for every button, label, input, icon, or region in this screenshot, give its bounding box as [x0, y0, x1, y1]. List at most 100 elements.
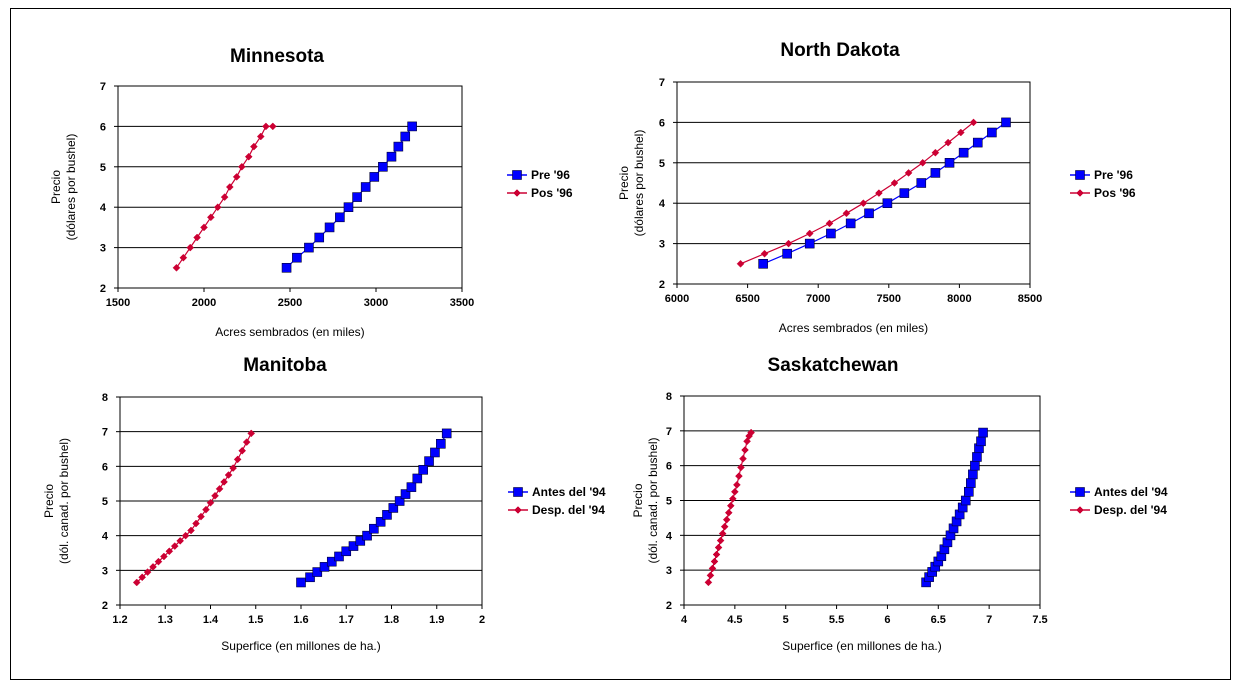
y-tick-label: 7: [659, 77, 665, 89]
chart-panel-1: North Dakota 2 3 4 5 6 7 6000 6500 7000 7500 8000 85…: [617, 40, 1136, 335]
plot-area: [676, 81, 1031, 285]
data-point: [149, 563, 157, 571]
data-point: [859, 199, 868, 208]
legend-marker: [1075, 487, 1085, 497]
data-point: [360, 182, 371, 192]
data-point: [281, 262, 292, 273]
data-point: [393, 141, 404, 152]
data-point: [782, 248, 792, 259]
data-point: [224, 471, 233, 479]
y-tick-label: 3: [659, 239, 665, 251]
data-point: [944, 138, 952, 147]
data-point: [430, 447, 440, 458]
data-point: [726, 501, 735, 510]
data-point: [192, 519, 200, 528]
x-tick-label: 5: [783, 614, 789, 626]
data-point: [181, 531, 190, 540]
data-point: [213, 203, 222, 212]
y-axis-label: (dól. canad. por bushel): [646, 437, 660, 563]
data-point: [211, 491, 219, 500]
x-tick-label: 6500: [735, 293, 759, 305]
legend-marker: [512, 170, 522, 180]
y-tick-label: 5: [659, 158, 665, 170]
data-point: [143, 568, 152, 576]
y-tick-label: 5: [100, 162, 106, 174]
y-axis-label: Precio: [42, 484, 56, 518]
data-point: [352, 192, 362, 202]
data-point: [369, 172, 380, 182]
x-tick-label: 1.8: [384, 614, 399, 626]
y-tick-label: 2: [666, 600, 672, 612]
series-line: [740, 121, 974, 265]
data-point: [716, 536, 725, 545]
data-point: [362, 530, 372, 541]
data-point: [968, 469, 978, 480]
data-point: [407, 121, 417, 132]
figure-frame: [10, 8, 1231, 680]
legend-label: Pre '96: [1094, 168, 1133, 182]
data-point: [138, 573, 147, 582]
y-axis-label: (dólares por bushel): [64, 134, 78, 241]
data-point: [956, 128, 965, 137]
x-axis-label: Acres sembrados (en miles): [779, 321, 928, 335]
y-tick-label: 6: [102, 461, 108, 473]
x-tick-label: 8500: [1018, 293, 1042, 305]
data-point: [1001, 117, 1011, 128]
data-point: [741, 446, 749, 454]
x-tick-label: 7000: [806, 293, 830, 305]
data-point: [987, 127, 997, 138]
data-point: [972, 137, 983, 148]
data-point: [918, 158, 927, 167]
data-point: [706, 571, 715, 580]
data-point: [256, 132, 265, 141]
data-point: [237, 162, 246, 171]
x-axis-label: Acres sembrados (en miles): [215, 325, 364, 339]
data-point: [842, 209, 851, 218]
data-point: [215, 485, 224, 493]
legend-marker: [514, 506, 522, 514]
data-point: [388, 503, 399, 513]
y-tick-label: 3: [666, 565, 672, 577]
legend-label: Desp. del '94: [532, 503, 605, 517]
series-line: [300, 433, 448, 583]
x-tick-label: 1.4: [203, 614, 219, 626]
data-point: [724, 508, 733, 517]
x-tick-label: 1.3: [158, 614, 173, 626]
data-point: [737, 463, 745, 472]
data-point: [708, 564, 717, 573]
data-point: [378, 162, 388, 172]
data-point: [200, 223, 208, 232]
data-point: [916, 178, 927, 188]
x-tick-label: 8000: [947, 293, 971, 305]
data-point: [206, 498, 215, 507]
data-point: [296, 577, 306, 588]
y-tick-label: 2: [100, 283, 106, 295]
y-tick-label: 4: [100, 202, 107, 214]
y-axis-label: Precio: [631, 483, 645, 517]
data-point: [375, 516, 386, 527]
data-point: [931, 148, 940, 157]
data-point: [382, 510, 392, 520]
data-point: [710, 557, 719, 566]
x-tick-label: 4.5: [727, 614, 742, 626]
y-tick-label: 6: [666, 461, 672, 473]
data-point: [969, 118, 978, 127]
data-point: [970, 460, 980, 471]
data-point: [160, 552, 168, 561]
legend-label: Antes del '94: [532, 485, 606, 499]
data-point: [890, 179, 899, 187]
data-point: [247, 429, 256, 438]
data-point: [220, 193, 229, 201]
data-point: [132, 578, 141, 587]
y-tick-label: 8: [666, 391, 672, 403]
data-point: [324, 222, 335, 233]
data-point: [424, 456, 434, 466]
data-point: [733, 480, 741, 489]
data-point: [233, 455, 242, 464]
series-line: [707, 432, 752, 583]
data-point: [207, 213, 215, 222]
data-point: [960, 495, 971, 506]
data-point: [244, 152, 253, 161]
data-point: [736, 259, 745, 268]
data-point: [170, 542, 179, 550]
